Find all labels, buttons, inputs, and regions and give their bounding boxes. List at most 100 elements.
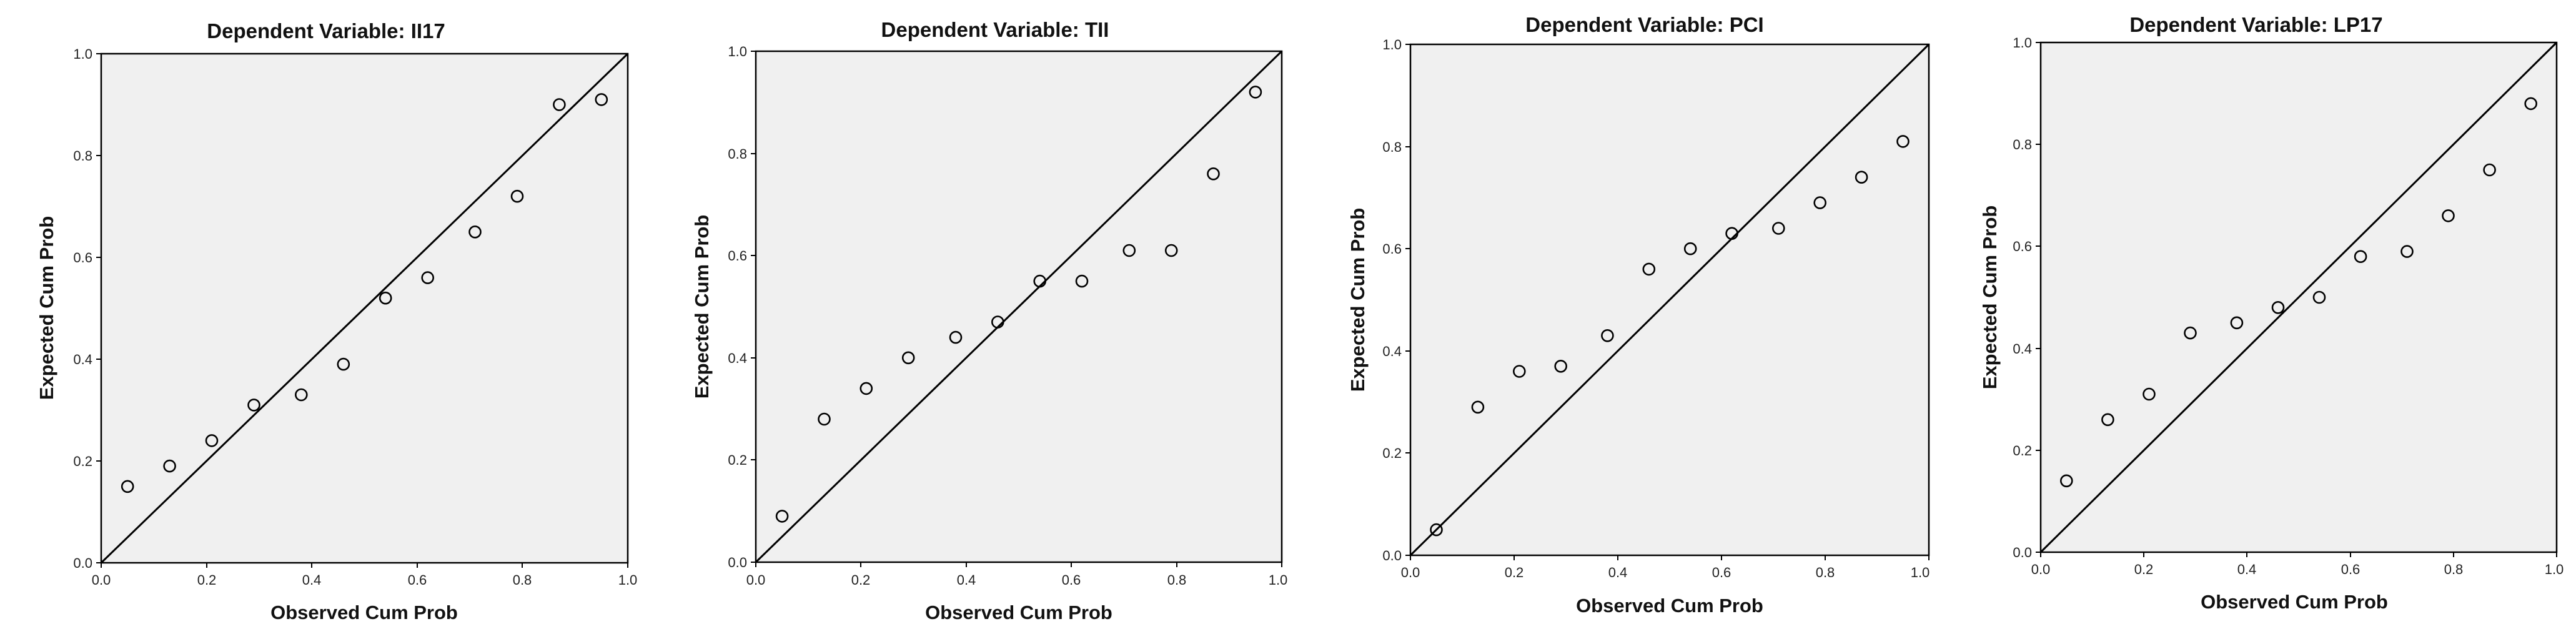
data-point (1813, 196, 1827, 209)
data-point (2483, 163, 2496, 177)
pp-plot-panel-4: Dependent Variable: LP17 0.0 0.2 0.4 0.6… (1932, 0, 2576, 644)
data-point (2230, 316, 2244, 330)
x-tick-label: 0.2 (2134, 562, 2154, 577)
chart-title: Dependent Variable: TII (881, 18, 1109, 41)
x-tick-label: 0.8 (1816, 565, 1835, 580)
x-ticks: 0.0 0.2 0.4 0.6 0.8 1.0 (92, 563, 638, 588)
x-tick-label: 0.0 (1401, 565, 1420, 580)
data-point (1207, 167, 1220, 181)
data-point (247, 399, 260, 412)
data-point (818, 412, 831, 426)
data-point (1771, 222, 1785, 235)
y-tick-label: 0.2 (1382, 445, 1402, 461)
data-point (510, 189, 524, 203)
pp-plot-2: Dependent Variable: TII 0.0 0.2 0.4 0.6 … (691, 18, 1287, 623)
reference-line (755, 50, 1283, 563)
y-axis-label: Expected Cum Prob (1979, 206, 2001, 390)
y-tick-label: 0.6 (1382, 241, 1402, 257)
x-ticks: 0.0 0.2 0.4 0.6 0.8 1.0 (2031, 552, 2564, 577)
pp-plot-4: Dependent Variable: LP17 0.0 0.2 0.4 0.6… (1979, 13, 2564, 613)
data-point (205, 434, 219, 447)
data-point (2060, 474, 2073, 488)
data-point (595, 93, 608, 106)
data-point (1896, 135, 1910, 148)
data-point (468, 225, 482, 239)
reference-line (1409, 43, 1930, 557)
data-point (1249, 86, 1262, 99)
y-ticks: 0.0 0.2 0.4 0.6 0.8 1.0 (73, 46, 101, 571)
data-point (2184, 326, 2197, 340)
x-tick-label: 0.0 (746, 572, 766, 588)
data-point (337, 357, 350, 371)
y-tick-label: 0.8 (73, 148, 92, 164)
y-tick-label: 0.6 (2013, 239, 2032, 254)
data-point (1642, 262, 1656, 276)
x-tick-label: 0.4 (2237, 562, 2257, 577)
data-point (2143, 387, 2156, 401)
x-tick-label: 0.6 (1712, 565, 1731, 580)
x-tick-label: 1.0 (618, 572, 638, 588)
y-tick-label: 0.2 (728, 452, 747, 468)
x-axis-label: Observed Cum Prob (2201, 591, 2388, 613)
x-tick-label: 1.0 (2545, 562, 2564, 577)
x-tick-label: 0.8 (1167, 572, 1187, 588)
y-tick-label: 0.2 (2013, 443, 2032, 458)
y-tick-label: 0.4 (2013, 341, 2032, 357)
y-tick-label: 1.0 (728, 44, 747, 59)
data-point (121, 480, 134, 493)
x-tick-label: 0.6 (408, 572, 427, 588)
data-point (421, 271, 435, 284)
y-axis-label: Expected Cum Prob (36, 216, 57, 400)
data-point (1512, 365, 1526, 378)
data-point (2354, 250, 2367, 264)
y-tick-label: 1.0 (2013, 35, 2032, 51)
data-point (2524, 97, 2538, 111)
pp-plot-3: Dependent Variable: PCI 0.0 0.2 0.4 0.6 … (1347, 13, 1930, 617)
chart-title: Dependent Variable: II17 (207, 19, 445, 42)
data-point (1601, 329, 1614, 342)
y-tick-label: 0.2 (73, 453, 92, 469)
data-points (2060, 97, 2538, 488)
data-point (163, 459, 176, 473)
x-tick-label: 0.4 (1608, 565, 1628, 580)
data-point (1122, 244, 1136, 257)
x-tick-label: 0.0 (2031, 562, 2051, 577)
x-ticks: 0.0 0.2 0.4 0.6 0.8 1.0 (746, 562, 1287, 588)
y-ticks: 0.0 0.2 0.4 0.6 0.8 1.0 (1382, 37, 1410, 563)
chart-title: Dependent Variable: LP17 (2129, 13, 2382, 36)
data-point (2312, 290, 2326, 304)
y-tick-label: 0.6 (728, 248, 747, 264)
data-point (2400, 245, 2414, 258)
data-point (991, 315, 1004, 329)
y-axis-label: Expected Cum Prob (1347, 208, 1369, 392)
data-point (1430, 523, 1443, 537)
data-point (2101, 413, 2114, 427)
y-tick-label: 0.8 (728, 146, 747, 162)
chart-title: Dependent Variable: PCI (1525, 13, 1763, 36)
y-tick-label: 1.0 (73, 46, 92, 62)
pp-plot-panel-2: Dependent Variable: TII 0.0 0.2 0.4 0.6 … (644, 0, 1288, 644)
pp-plot-panel-3: Dependent Variable: PCI 0.0 0.2 0.4 0.6 … (1288, 0, 1932, 644)
x-tick-label: 0.2 (851, 572, 871, 588)
pp-plot-1: Dependent Variable: II17 0.0 0.2 0.4 0.6… (36, 19, 638, 623)
reference-line (2039, 41, 2558, 553)
data-point (1855, 171, 1868, 184)
data-point (2271, 300, 2285, 314)
data-point (949, 330, 963, 344)
data-point (1164, 244, 1178, 257)
data-points (775, 86, 1262, 523)
data-point (379, 291, 392, 305)
pp-plot-panel-1: Dependent Variable: II17 0.0 0.2 0.4 0.6… (0, 0, 644, 644)
x-axis-label: Observed Cum Prob (270, 602, 458, 623)
data-point (1075, 274, 1089, 288)
x-ticks: 0.0 0.2 0.4 0.6 0.8 1.0 (1401, 555, 1930, 580)
data-points (1430, 135, 1910, 537)
data-point (2442, 209, 2455, 222)
data-point (775, 510, 789, 523)
y-tick-label: 0.4 (728, 350, 747, 366)
reference-line (100, 52, 629, 564)
data-point (1725, 227, 1738, 240)
data-point (1554, 359, 1568, 373)
x-tick-label: 0.8 (2444, 562, 2464, 577)
data-points (121, 93, 608, 493)
